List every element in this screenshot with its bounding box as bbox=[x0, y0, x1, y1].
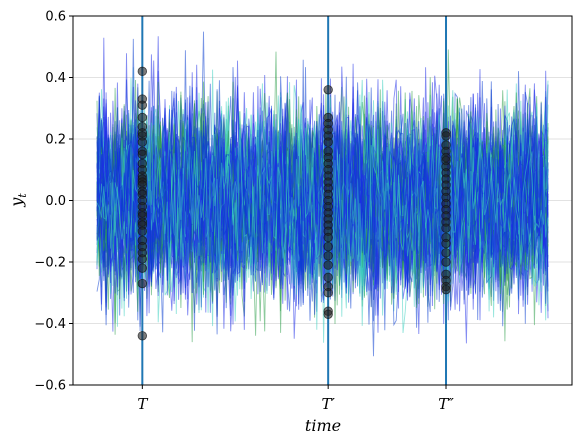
series-path bbox=[96, 70, 549, 317]
series-path bbox=[96, 78, 549, 325]
cross-section-point bbox=[323, 137, 333, 147]
cross-section-points bbox=[137, 66, 451, 341]
cross-section-point bbox=[323, 309, 333, 319]
cross-section-point bbox=[137, 149, 148, 160]
cross-section-point bbox=[137, 112, 148, 123]
cross-section-point bbox=[441, 284, 451, 295]
cross-section-point bbox=[137, 100, 148, 110]
x-tick-label: T″ bbox=[438, 395, 454, 413]
cross-section-point bbox=[323, 272, 333, 283]
cross-section-point bbox=[137, 254, 148, 264]
series-paths bbox=[96, 31, 549, 357]
cross-section-point bbox=[441, 238, 451, 249]
cross-section-point bbox=[137, 278, 148, 289]
cross-section-point bbox=[323, 241, 333, 252]
y-axis-label-main: y bbox=[7, 197, 26, 208]
y-tick-label: 0.6 bbox=[45, 10, 66, 25]
y-tick-label: 0.0 bbox=[45, 194, 66, 209]
cross-section-point bbox=[137, 137, 148, 147]
y-tick-label: −0.6 bbox=[34, 379, 66, 394]
x-tick-label: T′ bbox=[321, 395, 335, 413]
cross-section-point bbox=[137, 331, 148, 341]
x-axis-label: time bbox=[305, 416, 341, 435]
x-tick-label: T bbox=[137, 395, 148, 413]
y-axis-label: yt bbox=[7, 193, 29, 208]
y-tick-label: −0.2 bbox=[34, 256, 66, 271]
x-axis-ticks: T T′ T″ bbox=[137, 385, 454, 413]
cross-section-point bbox=[323, 260, 333, 270]
y-tick-label: −0.4 bbox=[34, 317, 66, 332]
y-axis-ticks: −0.6 −0.4 −0.2 0.0 0.2 0.4 0.6 bbox=[34, 10, 73, 394]
y-tick-label: 0.4 bbox=[45, 71, 66, 86]
cross-section-point bbox=[441, 248, 451, 258]
cross-section-point bbox=[137, 66, 148, 77]
cross-section-point bbox=[323, 85, 333, 95]
cross-section-point bbox=[137, 263, 148, 273]
series-path bbox=[96, 98, 549, 317]
y-axis-label-sub: t bbox=[16, 193, 29, 198]
cross-section-point bbox=[323, 251, 333, 261]
cross-section-point bbox=[323, 288, 333, 298]
cross-section-point bbox=[323, 232, 333, 243]
y-tick-label: 0.2 bbox=[45, 133, 66, 148]
cross-section-point bbox=[137, 226, 148, 236]
cross-section-point bbox=[441, 131, 451, 141]
cross-section-point bbox=[441, 223, 451, 233]
cross-section-point bbox=[441, 257, 451, 267]
